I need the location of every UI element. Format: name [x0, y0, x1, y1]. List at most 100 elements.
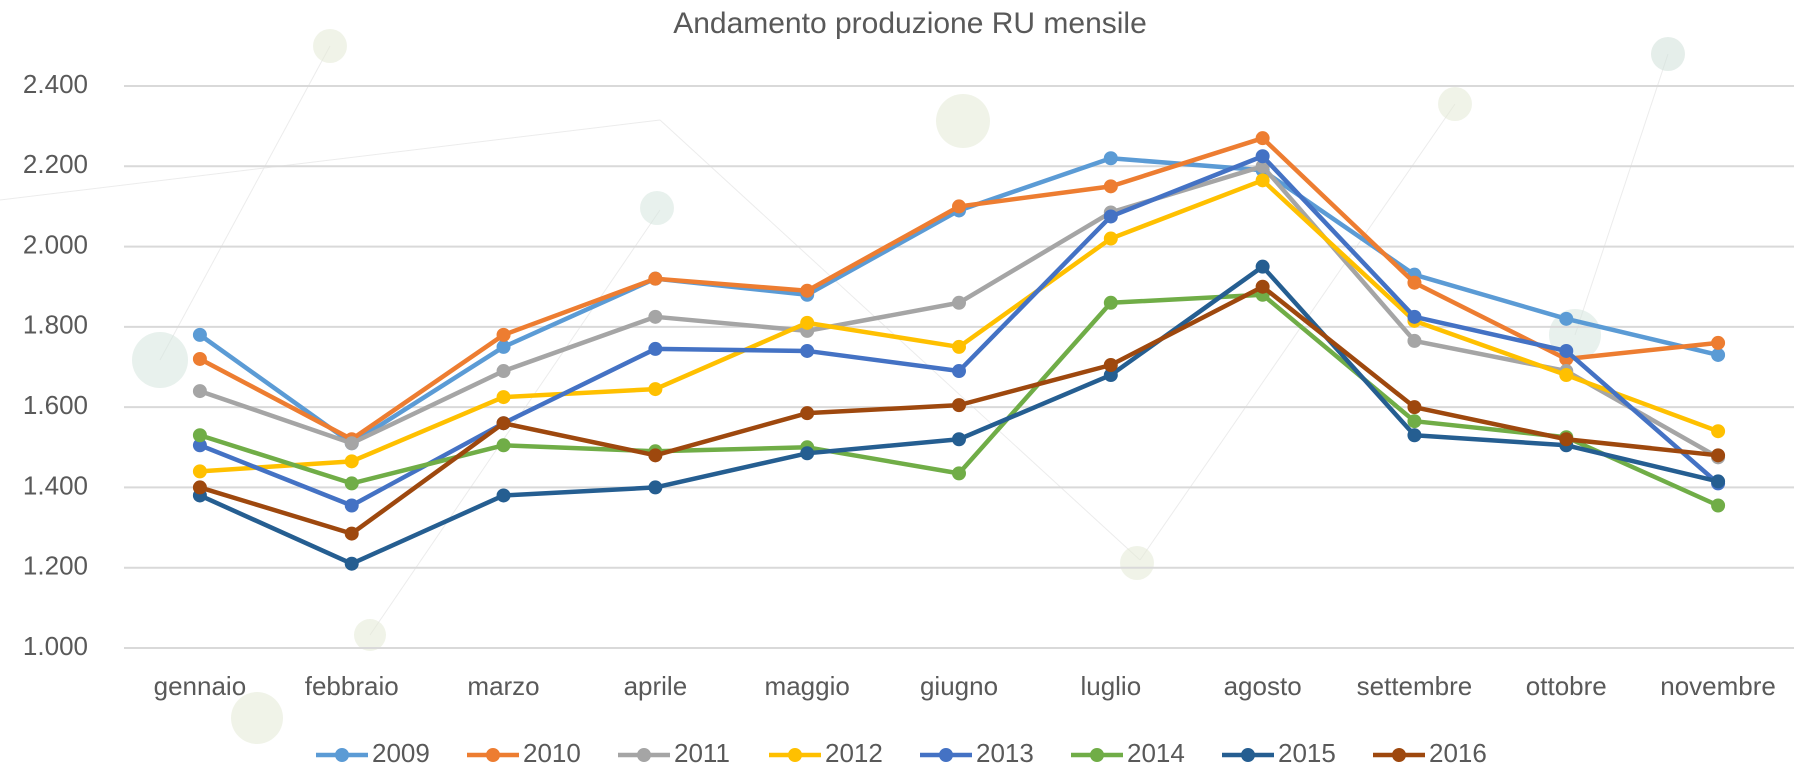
legend-marker [789, 749, 802, 762]
legend-marker [1091, 749, 1104, 762]
data-point [497, 489, 510, 502]
legend-label: 2009 [372, 738, 430, 768]
data-point [497, 328, 510, 341]
data-point [497, 365, 510, 378]
legend-label: 2015 [1278, 738, 1336, 768]
data-point [1712, 475, 1725, 488]
data-point [193, 328, 206, 341]
x-tick-label: gennaio [154, 671, 247, 701]
data-point [193, 481, 206, 494]
legend-marker [940, 749, 953, 762]
data-point [345, 527, 358, 540]
legend-label: 2013 [976, 738, 1034, 768]
data-point [1712, 499, 1725, 512]
data-point [497, 340, 510, 353]
legend-label: 2014 [1127, 738, 1185, 768]
data-point [953, 365, 966, 378]
data-point [801, 284, 814, 297]
legend-marker [638, 749, 651, 762]
series-line [200, 267, 1718, 564]
data-point [1560, 312, 1573, 325]
x-tick-label: ottobre [1526, 671, 1607, 701]
x-tick-label: febbraio [305, 671, 399, 701]
y-tick-label: 2.400 [23, 69, 88, 99]
data-point [1104, 232, 1117, 245]
legend-label: 2010 [523, 738, 581, 768]
data-point [1256, 132, 1269, 145]
data-point [649, 449, 662, 462]
data-point [649, 310, 662, 323]
legend-label: 2016 [1429, 738, 1487, 768]
data-point [345, 557, 358, 570]
x-tick-label: luglio [1080, 671, 1141, 701]
y-tick-label: 2.000 [23, 229, 88, 259]
data-point [953, 200, 966, 213]
data-point [1104, 180, 1117, 193]
data-point [1712, 425, 1725, 438]
x-tick-label: giugno [920, 671, 998, 701]
data-point [649, 383, 662, 396]
data-point [953, 296, 966, 309]
data-point [497, 417, 510, 430]
chart: Andamento produzione RU mensile 1.000 1.2… [0, 0, 1794, 772]
data-point [1256, 150, 1269, 163]
x-tick-label: marzo [467, 671, 539, 701]
data-point [193, 465, 206, 478]
data-point [345, 437, 358, 450]
y-tick-label: 1.200 [23, 551, 88, 581]
data-point [1408, 334, 1421, 347]
data-point [801, 407, 814, 420]
data-point [1712, 336, 1725, 349]
legend-label: 2012 [825, 738, 883, 768]
data-point [1104, 210, 1117, 223]
data-point [1712, 348, 1725, 361]
x-tick-label: agosto [1224, 671, 1302, 701]
data-point [801, 344, 814, 357]
data-point [649, 481, 662, 494]
y-tick-label: 1.000 [23, 631, 88, 661]
x-tick-label: aprile [624, 671, 688, 701]
data-point [1408, 276, 1421, 289]
data-point [193, 352, 206, 365]
x-tick-label: maggio [765, 671, 850, 701]
legend-marker [336, 749, 349, 762]
y-tick-label: 2.200 [23, 149, 88, 179]
data-point [497, 391, 510, 404]
data-point [1560, 344, 1573, 357]
x-tick-label: novembre [1660, 671, 1776, 701]
data-point [801, 447, 814, 460]
data-point [801, 316, 814, 329]
data-point [1256, 174, 1269, 187]
data-point [345, 499, 358, 512]
data-point [1560, 433, 1573, 446]
data-point [1408, 429, 1421, 442]
data-point [345, 477, 358, 490]
data-point [1256, 260, 1269, 273]
data-point [649, 342, 662, 355]
data-point [953, 340, 966, 353]
chart-title: Andamento produzione RU mensile [673, 7, 1147, 40]
legend-marker [487, 749, 500, 762]
data-point [497, 439, 510, 452]
data-point [953, 399, 966, 412]
data-point [1560, 369, 1573, 382]
legend-marker [1242, 749, 1255, 762]
x-tick-label: settembre [1357, 671, 1473, 701]
data-point [1104, 358, 1117, 371]
data-point [953, 433, 966, 446]
legend-marker [1393, 749, 1406, 762]
data-point [345, 455, 358, 468]
y-tick-label: 1.600 [23, 390, 88, 420]
data-point [953, 467, 966, 480]
y-tick-label: 1.800 [23, 310, 88, 340]
data-point [193, 429, 206, 442]
data-point [1256, 280, 1269, 293]
data-point [1104, 296, 1117, 309]
data-point [1712, 449, 1725, 462]
y-tick-label: 1.400 [23, 470, 88, 500]
data-point [649, 272, 662, 285]
data-point [1408, 310, 1421, 323]
data-point [1408, 401, 1421, 414]
data-point [1104, 152, 1117, 165]
data-point [1408, 415, 1421, 428]
